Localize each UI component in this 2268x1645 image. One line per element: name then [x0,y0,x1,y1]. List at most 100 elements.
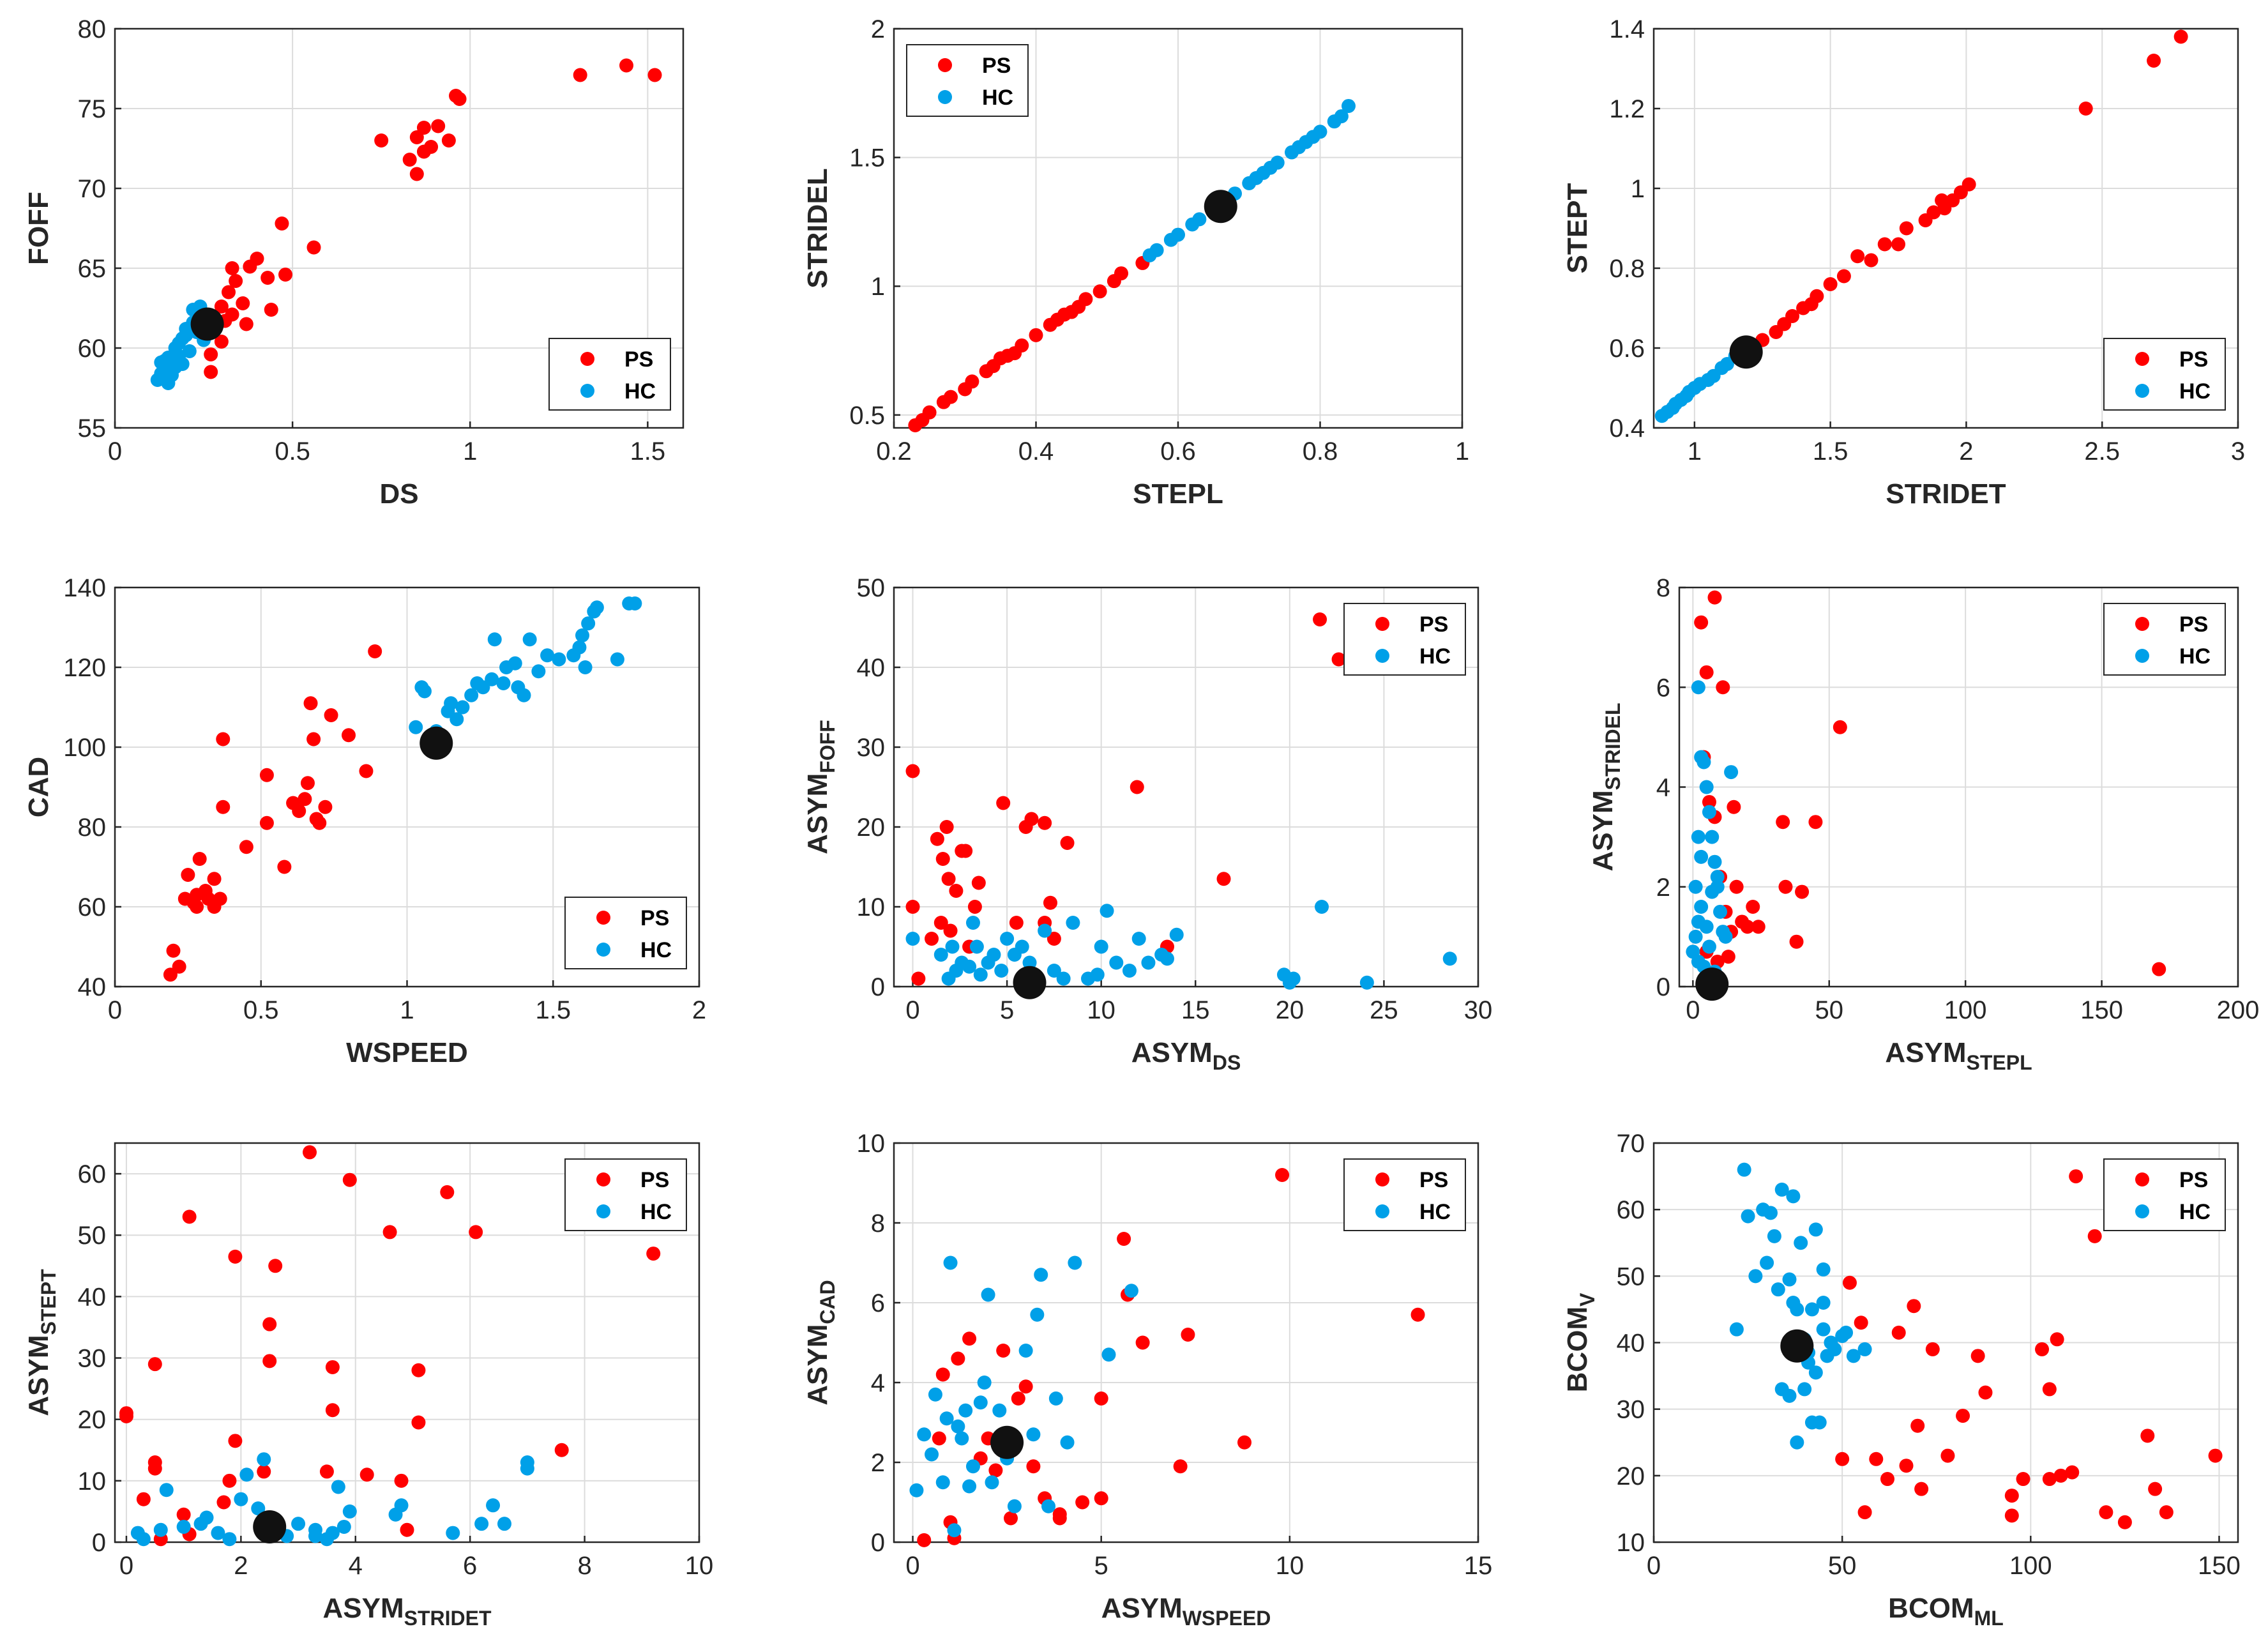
x-tick-label: 30 [1464,996,1493,1024]
legend-label-ps: PS [2179,1168,2208,1192]
axes-frame [893,1142,1479,1543]
legend-box [548,338,671,411]
data-point-hc [165,358,179,373]
data-point-hc [1846,1349,1861,1363]
legend: PS HC [548,338,671,411]
data-point-hc [222,1532,237,1547]
data-point-ps [941,872,956,886]
data-point-hc [1705,830,1720,844]
data-point-hc [935,1475,950,1490]
data-point-hc [951,1419,965,1434]
data-point-hc [239,1467,254,1482]
data-point-ps [216,1495,231,1510]
legend-label-hc: HC [640,1200,672,1224]
data-point-ps [1854,1315,1868,1330]
data-point-hc [1812,1415,1827,1430]
data-point-ps [268,1259,283,1273]
x-tick-label: 5 [1000,996,1014,1024]
data-point-hc [1782,1388,1797,1403]
data-point-ps [2159,1505,2174,1520]
data-point-ps [440,1185,455,1199]
data-point-hc [1816,1262,1831,1277]
data-point-hc [610,652,624,667]
data-point-hc [1030,1307,1045,1322]
y-axis-label: STRIDEL [802,168,833,288]
data-point-hc [520,1461,534,1476]
data-point-ps [225,307,239,322]
data-point-ps [216,732,231,747]
y-tick-label: 100 [63,734,106,762]
y-tick-label: 50 [78,1222,107,1250]
y-tick-label: 6 [1656,674,1670,702]
y-tick-label: 8 [1656,574,1670,602]
data-point-hc [257,1452,271,1467]
subplot-asym-stridet-stept: 0 2 4 6 8 10 0 10 20 30 40 50 60 PS HC ASYMSTRIDET ASYMS… [23,1142,713,1630]
data-point-hc [575,628,589,642]
data-point-ps [469,1225,483,1239]
data-point-ps [264,303,278,317]
data-point-ps [1117,1232,1131,1246]
legend-marker-hc [2135,384,2149,398]
data-point-ps [257,1464,271,1479]
x-tick-label: 2 [234,1552,248,1580]
data-point-hc [1171,227,1185,242]
x-tick-label: 0 [1686,996,1700,1024]
data-point-hc [943,1255,958,1270]
data-point-hc [394,1498,409,1513]
data-point-hc [1018,1344,1033,1358]
data-point-ps [2140,1429,2155,1443]
legend-label-ps: PS [2179,347,2208,372]
data-point-ps [374,133,389,148]
data-point-ps [2004,1508,2019,1523]
data-point-hc [1760,1255,1774,1270]
data-point-ps [1029,328,1043,342]
data-point-ps [239,840,253,854]
data-point-ps [2152,962,2166,976]
legend: PS HC [906,44,1029,117]
data-point-ps [1060,836,1075,850]
x-tick-label: 1.5 [1813,437,1848,466]
y-tick-label: 140 [63,574,106,602]
x-tick-label: 2 [692,996,706,1024]
data-point-ps [1015,338,1029,352]
data-point-hc [176,1519,191,1534]
data-point-hc [1256,165,1271,180]
y-tick-label: 4 [871,1369,885,1397]
data-point-ps [1740,920,1755,934]
y-tick-label: 70 [1617,1130,1645,1158]
legend: PS HC [2103,1158,2226,1231]
data-point-ps [1926,205,1941,220]
data-point-hc [1315,900,1329,914]
data-point-ps [1078,292,1093,307]
data-point-hc [175,357,190,371]
data-point-ps [1009,916,1024,930]
legend-label-ps: PS [1419,612,1448,637]
data-point-ps [1018,1379,1033,1394]
data-point-ps [2053,1468,2068,1483]
data-point-ps [573,68,587,82]
data-point-ps [1237,1435,1251,1450]
data-point-hc [540,648,555,663]
y-tick-label: 40 [1617,1330,1645,1358]
data-point-hc [973,1395,988,1410]
data-point-ps [1721,950,1735,964]
y-tick-label: 75 [78,95,107,123]
data-point-ps [409,167,424,181]
data-point-ps [2208,1448,2223,1463]
data-point-ps [554,1443,569,1457]
data-point-ps [1094,1491,1108,1506]
data-point-hc [1686,944,1700,959]
data-point-hc [1816,1296,1831,1310]
data-point-hc [175,331,190,345]
data-point-ps [1925,1342,1940,1356]
data-point-hc [1688,879,1703,894]
y-axis-label: ASYMSTEPT [23,1269,60,1416]
y-tick-label: 10 [857,1130,886,1158]
x-axis-label: STEPL [1133,478,1223,510]
x-tick-label: 8 [577,1552,591,1580]
data-point-ps [192,852,207,866]
legend-box [906,44,1029,117]
data-point-hc [182,344,197,358]
x-tick-label: 200 [2217,996,2260,1024]
data-point-hc [1124,1284,1138,1298]
